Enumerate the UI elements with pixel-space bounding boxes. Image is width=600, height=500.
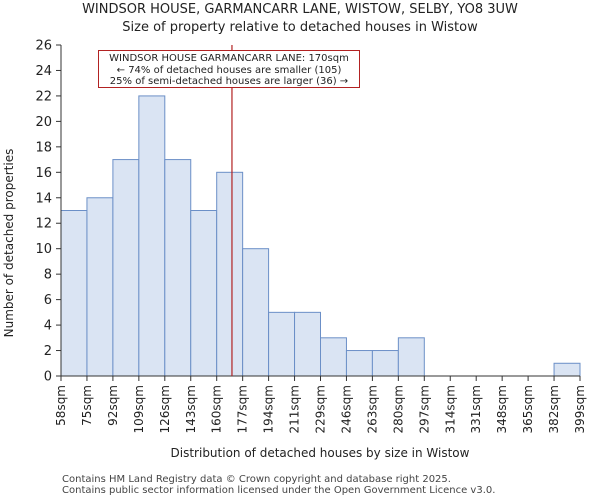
y-tick-label: 12 <box>35 217 52 232</box>
footer-line-1: Contains HM Land Registry data © Crown c… <box>62 474 451 485</box>
bar-92sqm <box>112 159 140 377</box>
x-tick-label: 297sqm <box>417 385 431 433</box>
x-tick-label: 92sqm <box>106 385 120 426</box>
x-tick-label: 348sqm <box>495 385 509 433</box>
y-tick-label: 2 <box>44 344 52 359</box>
y-tick-label: 0 <box>44 370 52 385</box>
y-axis-label: Number of detached properties <box>2 148 16 338</box>
x-tick-label: 126sqm <box>158 385 172 433</box>
y-tick-label: 26 <box>35 39 52 54</box>
x-tick-label: 331sqm <box>469 385 483 433</box>
y-tick-label: 24 <box>35 64 52 79</box>
y-tick-label: 10 <box>35 242 52 257</box>
x-tick-label: 365sqm <box>521 385 535 433</box>
chart-title: WINDSOR HOUSE, GARMANCARR LANE, WISTOW, … <box>82 2 518 17</box>
bar-194sqm <box>268 311 296 377</box>
y-tick-label: 22 <box>35 89 52 104</box>
bar-263sqm <box>371 350 399 377</box>
annotation-line-1: WINDSOR HOUSE GARMANCARR LANE: 170sqm <box>109 53 349 64</box>
bar-109sqm <box>138 95 166 377</box>
annotation-line-2: ← 74% of detached houses are smaller (10… <box>116 64 342 76</box>
bar-143sqm <box>190 210 218 377</box>
bar-246sqm <box>345 350 373 377</box>
y-tick-label: 4 <box>44 319 52 334</box>
y-tick-label: 14 <box>35 191 52 206</box>
x-tick-label: 314sqm <box>443 385 457 433</box>
x-tick-label: 194sqm <box>262 385 276 433</box>
bar-382sqm <box>553 362 581 377</box>
annotation-line-3: 25% of semi-detached houses are larger (… <box>109 76 349 87</box>
bar-177sqm <box>242 248 270 377</box>
marker-annotation-box: WINDSOR HOUSE GARMANCARR LANE: 170sqm ← … <box>98 50 360 88</box>
y-tick-label: 18 <box>35 140 52 155</box>
x-tick-label: 263sqm <box>365 385 379 433</box>
x-tick-label: 246sqm <box>339 385 353 433</box>
x-tick-label: 143sqm <box>184 385 198 433</box>
y-tick-label: 8 <box>44 268 52 283</box>
x-axis-label: Distribution of detached houses by size … <box>170 446 470 460</box>
bar-75sqm <box>86 197 114 377</box>
bar-126sqm <box>164 159 192 377</box>
x-tick-label: 109sqm <box>132 385 146 433</box>
y-tick-label: 20 <box>35 115 52 130</box>
chart-subtitle: Size of property relative to detached ho… <box>122 20 478 35</box>
y-tick-label: 16 <box>35 166 52 181</box>
x-tick-label: 229sqm <box>314 385 328 433</box>
x-tick-label: 58sqm <box>54 385 68 426</box>
x-tick-label: 382sqm <box>547 385 561 433</box>
bar-160sqm <box>216 171 244 377</box>
bar-58sqm <box>60 210 88 377</box>
x-tick-label: 75sqm <box>80 385 94 426</box>
x-tick-label: 399sqm <box>573 385 587 433</box>
x-tick-label: 160sqm <box>210 385 224 433</box>
x-tick-label: 280sqm <box>391 385 405 433</box>
y-tick-label: 6 <box>44 293 52 308</box>
x-tick-label: 177sqm <box>236 385 250 433</box>
bar-211sqm <box>294 311 321 377</box>
bar-229sqm <box>320 337 347 377</box>
x-tick-label: 211sqm <box>288 385 302 433</box>
bar-280sqm <box>397 337 425 377</box>
footer-line-2: Contains public sector information licen… <box>62 485 496 496</box>
